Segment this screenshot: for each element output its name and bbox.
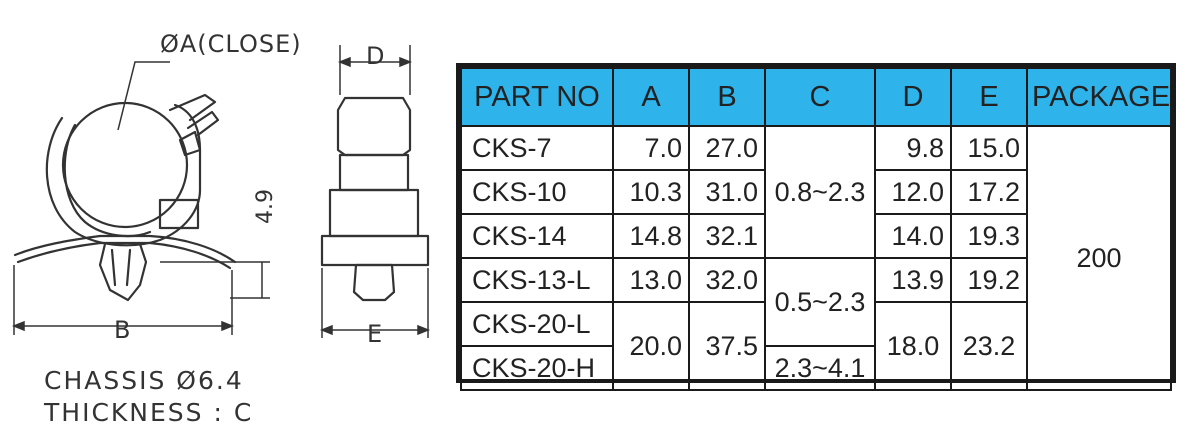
e-cell: 15.0 (950, 125, 1028, 171)
part-no-cell: CKS-13-L (460, 257, 614, 303)
base-wing-left (13, 234, 237, 264)
base-wing-right (16, 241, 232, 270)
e-cell: 19.3 (950, 213, 1028, 259)
a-cell-merged: 20.0 (612, 301, 690, 391)
header-c: C (764, 67, 876, 127)
width-arrows (11, 320, 235, 332)
diameter-leader (117, 61, 170, 131)
table-row: CKS-14 14.8 32.1 14.0 19.3 (460, 213, 1171, 259)
b-cell: 27.0 (688, 125, 766, 171)
front-bottom-dim (321, 268, 429, 338)
table-header-row: PART NO A B C D E PACKAGE (460, 67, 1172, 127)
table-row: CKS-20-L 20.0 37.5 18.0 23.2 (460, 301, 1171, 391)
d-cell: 14.0 (874, 213, 952, 259)
e-cell: 17.2 (950, 169, 1028, 215)
front-bottom-label: E (367, 320, 382, 348)
latch-stub (178, 130, 202, 157)
diameter-label: ØA(CLOSE) (160, 30, 302, 58)
clip-outer-outline (45, 103, 202, 247)
spec-table-frame: PART NO A B C D E PACKAGE CKS-7 7.0 27.0… (456, 63, 1176, 391)
b-cell: 32.1 (688, 213, 766, 259)
width-label: B (114, 316, 130, 344)
base-plate (158, 198, 200, 230)
table-row: CKS-20-H 2.3~4.1 (460, 345, 1171, 391)
d-cell: 9.8 (874, 125, 952, 171)
package-cell: 200 (1026, 125, 1172, 391)
header-a: A (612, 67, 690, 127)
part-no-cell: CKS-20-H (460, 345, 614, 391)
d-cell: 13.9 (874, 257, 952, 303)
a-cell: 7.0 (612, 125, 690, 171)
header-e: E (950, 67, 1028, 127)
anchor-prong (98, 242, 148, 302)
front-dim-arrows (319, 56, 431, 336)
latch-tab (168, 93, 220, 137)
thickness-note: THICKNESS : C (44, 398, 254, 427)
header-b: B (688, 67, 766, 127)
header-d: D (874, 67, 952, 127)
table-row: CKS-13-L 13.0 32.0 0.5~2.3 13.9 19.2 (460, 257, 1171, 347)
a-cell: 10.3 (612, 169, 690, 215)
header-part-no: PART NO (460, 67, 614, 127)
part-no-cell: CKS-20-L (460, 301, 614, 347)
table-row: CKS-7 7.0 27.0 0.8~2.3 9.8 15.0 200 (460, 125, 1172, 391)
a-cell: 14.8 (612, 213, 690, 259)
d-cell-merged: 18.0 (874, 301, 952, 391)
c-cell-group1: 0.8~2.3 (764, 125, 876, 259)
table-row: CKS-10 10.3 31.0 12.0 17.2 (460, 169, 1171, 215)
front-top-label: D (366, 42, 384, 70)
b-cell: 31.0 (688, 169, 766, 215)
front-prong (352, 263, 396, 302)
front-top-block (336, 96, 412, 157)
header-package: PACKAGE (1026, 67, 1172, 127)
c-cell-20h: 2.3~4.1 (764, 345, 876, 391)
chassis-note: CHASSIS Ø6.4 (44, 366, 244, 395)
e-cell: 19.2 (950, 257, 1028, 303)
front-neck (328, 188, 420, 238)
part-drawing: ØA(CLOSE) 4.9 B D E (11, 30, 431, 348)
width-dim-line (13, 265, 233, 335)
height-label: 4.9 (253, 189, 278, 224)
front-top-dim (339, 45, 411, 95)
height-dim-lines (160, 261, 270, 299)
clip-inner-outline (63, 123, 152, 238)
front-body (338, 153, 410, 192)
d-cell: 12.0 (874, 169, 952, 215)
spec-table: PART NO A B C D E PACKAGE CKS-7 7.0 27.0… (460, 67, 1172, 391)
e-cell-merged: 23.2 (950, 301, 1028, 391)
part-no-cell: CKS-10 (460, 169, 614, 215)
a-cell: 13.0 (612, 257, 690, 303)
cable-circle (61, 101, 189, 229)
c-cell-group2: 0.5~2.3 (764, 257, 876, 347)
part-no-cell: CKS-7 (460, 125, 614, 171)
b-cell: 32.0 (688, 257, 766, 303)
front-base-plate (320, 234, 430, 267)
part-no-cell: CKS-14 (460, 213, 614, 259)
b-cell-merged: 37.5 (688, 301, 766, 391)
